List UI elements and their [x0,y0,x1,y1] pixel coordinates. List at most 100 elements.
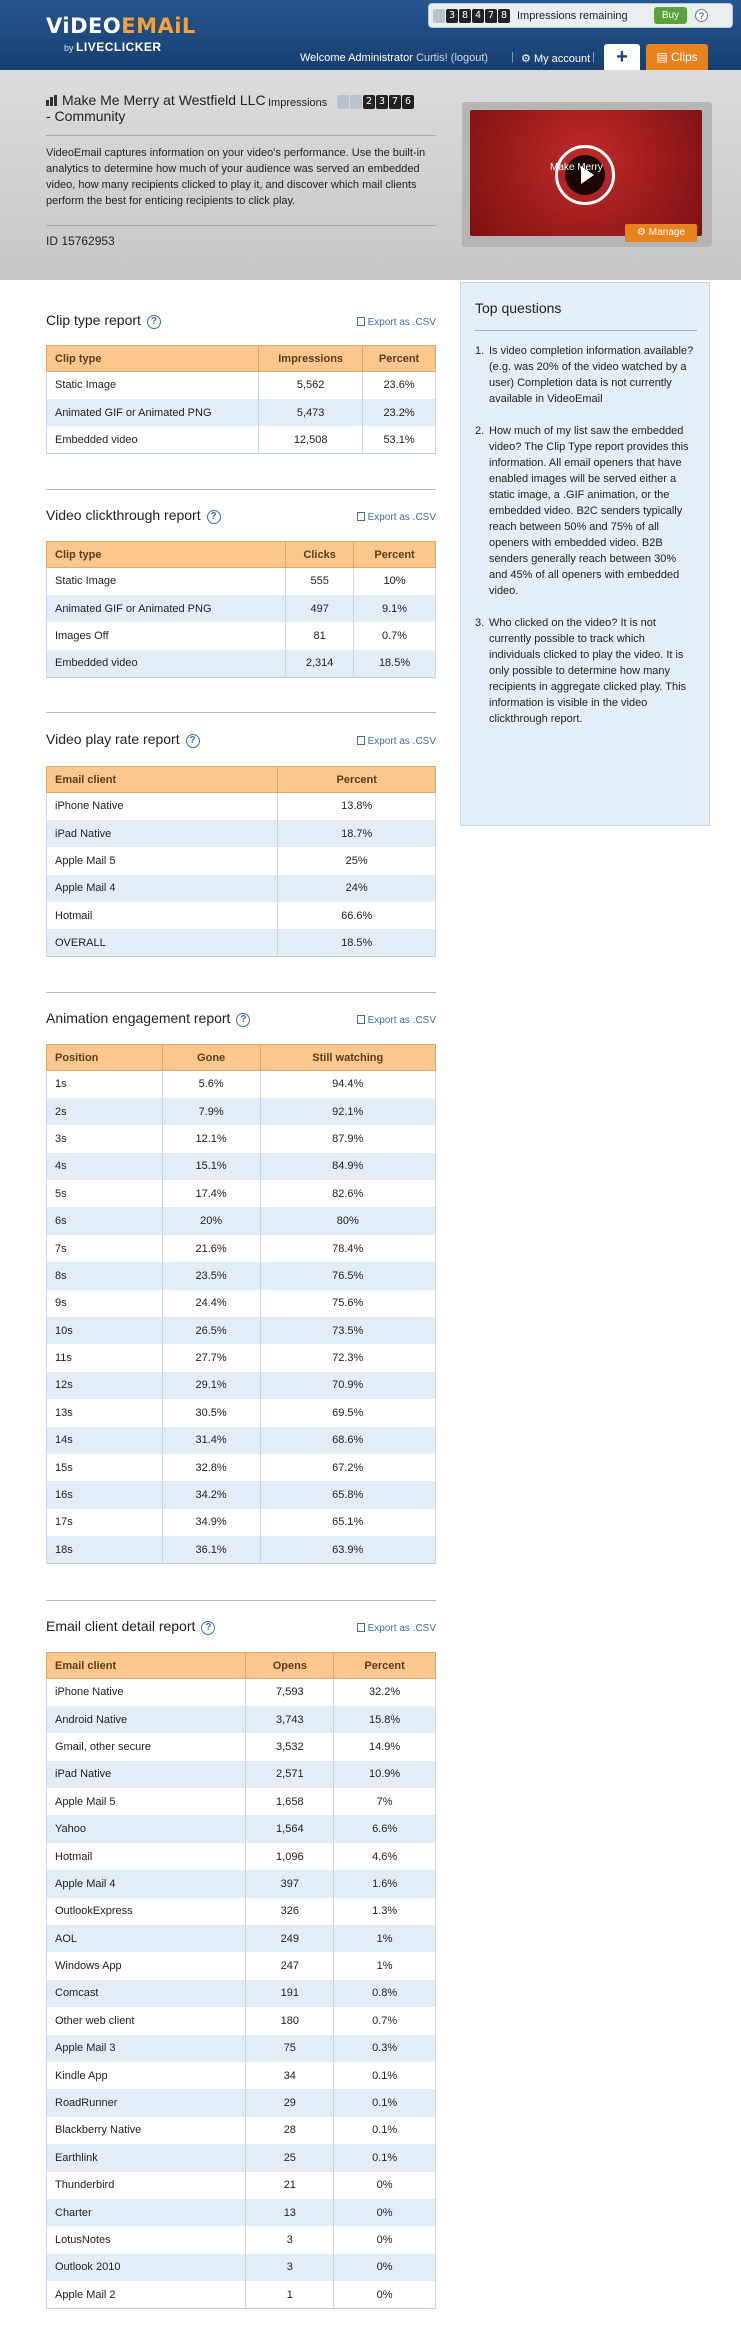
video-thumbnail[interactable]: Make Merry [470,110,702,236]
table-cell: 75 [245,2034,335,2062]
table-cell: 34.9% [161,1508,261,1537]
clickthrough-table: Clip type Clicks Percent Static Image 555 10%… [45,541,436,678]
column-header[interactable]: Clicks [285,541,355,568]
table-cell: Android Native [45,1705,247,1734]
logo[interactable]: ViDEOEMAiL by LIVECLICKER [46,14,196,54]
table-row: Apple Mail 5 25% [45,847,436,875]
table-cell: 18.7% [277,819,436,848]
table-cell: 247 [245,1952,335,1980]
table-cell: 0.7% [353,622,436,650]
top-questions-panel: Top questions 1. Is video completion info… [460,282,710,826]
column-header[interactable]: Percent [333,1652,436,1679]
table-cell: 4.6% [333,1842,436,1871]
counter-digit: 8 [459,9,471,23]
table-row: Other web client 180 0.7% [45,2007,436,2035]
export-csv-link[interactable]: Export as .CSV [356,1014,436,1026]
help-icon[interactable]: ? [146,315,161,329]
table-row: AOL 249 1% [45,1925,436,1953]
table-cell: 24% [277,874,436,903]
column-header[interactable]: Opens [245,1652,335,1679]
table-cell: 69.5% [259,1399,436,1427]
table-row: Comcast 191 0.8% [45,1979,436,2008]
table-cell: 28 [245,2116,335,2145]
help-icon[interactable]: ? [695,9,708,22]
export-csv-link[interactable]: Export as .CSV [356,1622,436,1634]
animation-engagement-table: Position Gone Still watching 1s 5.6% 94.4% 2s 7… [46,1044,436,1565]
column-header[interactable]: Percent [353,541,436,568]
table-cell: 82.6% [259,1180,436,1208]
column-header[interactable]: Percent [277,766,436,793]
logo-wordmark: ViDEOEMAiL [46,14,196,38]
table-cell: 27.7% [161,1344,261,1372]
table-cell: 70.9% [259,1371,436,1400]
table-row: Animated GIF or Animated PNG 497 9.1% [45,594,436,623]
table-cell: 8s [46,1262,163,1290]
table-cell: 32.2% [333,1678,436,1706]
table-cell: 34.2% [161,1481,261,1509]
column-header[interactable]: Gone [161,1044,261,1071]
table-cell: 36.1% [161,1536,261,1564]
table-cell: 14s [46,1426,163,1454]
help-icon[interactable]: ? [236,1013,251,1027]
column-header[interactable]: Email client [45,1652,247,1679]
table-cell: 5,562 [258,371,364,399]
table-cell: 5.6% [161,1070,261,1098]
export-csv-link[interactable]: Export as .CSV [356,316,436,328]
table-cell: 3 [245,2253,335,2282]
counter-digit: 3 [376,95,388,109]
gear-icon: ⚙ [637,227,647,238]
impressions-label: Impressions [268,97,328,109]
divider [46,225,436,226]
table-cell: 12s [46,1371,163,1400]
logout-link[interactable]: (logout) [450,52,489,64]
help-icon[interactable]: ? [201,1621,216,1635]
panel-title: Top questions [475,300,562,316]
buy-button[interactable]: Buy [654,7,687,24]
help-icon[interactable]: ? [206,510,221,524]
help-icon[interactable]: ? [185,734,200,748]
table-row: Android Native 3,743 15.8% [45,1705,436,1734]
gear-icon: ⚙ [521,53,531,65]
column-header[interactable]: Impressions [258,345,364,372]
table-cell: 65.1% [259,1508,436,1537]
table-row: Apple Mail 4 397 1.6% [45,1870,436,1898]
table-cell: Comcast [45,1979,247,2008]
export-csv-link[interactable]: Export as .CSV [356,735,436,747]
table-cell: LotusNotes [45,2226,247,2254]
table-cell: 12.1% [161,1125,261,1153]
table-cell: RoadRunner [45,2089,247,2117]
table-cell: 180 [245,2007,335,2035]
table-cell: Static Image [45,371,260,399]
table-cell: Apple Mail 5 [45,1788,247,1816]
table-header-row: Position Gone Still watching [46,1044,436,1071]
column-header[interactable]: Clip type [45,541,287,568]
question-text: Is video completion information availabl… [489,345,694,405]
table-cell: Apple Mail 4 [45,874,279,903]
table-cell: 81 [285,622,355,650]
counter-digit: 7 [389,95,401,109]
counter-digit: 6 [402,95,414,109]
table-cell: Animated GIF or Animated PNG [45,398,260,427]
column-header[interactable]: Still watching [259,1044,436,1071]
export-csv-link[interactable]: Export as .CSV [356,511,436,523]
export-icon [356,736,365,745]
table-cell: Images Off [45,622,287,650]
table-cell: Thunderbird [45,2171,247,2199]
table-row: Embedded video 2,314 18.5% [45,649,436,678]
table-row: 5s 17.4% 82.6% [46,1180,436,1208]
add-clip-button[interactable]: + [604,44,640,70]
table-cell: 15.1% [161,1152,261,1181]
table-cell: 1.6% [333,1870,436,1898]
table-cell: 0.1% [333,2144,436,2172]
table-cell: 10.9% [333,1760,436,1789]
column-header[interactable]: Percent [362,345,436,372]
table-cell: Outlook 2010 [45,2253,247,2282]
table-cell: 397 [245,1870,335,1898]
table-cell: 20% [161,1207,261,1235]
column-header[interactable]: Position [46,1044,163,1071]
manage-button[interactable]: ⚙ Manage [625,224,697,242]
clips-tab[interactable]: ▤ Clips [646,44,708,70]
column-header[interactable]: Email client [45,766,279,793]
column-header[interactable]: Clip type [45,345,260,372]
my-account-link[interactable]: ⚙ My account [521,53,591,65]
